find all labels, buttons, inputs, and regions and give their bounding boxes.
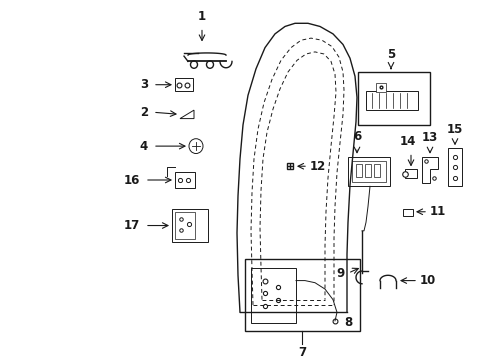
Text: 12: 12 <box>309 160 325 173</box>
Text: 11: 11 <box>429 205 446 218</box>
Polygon shape <box>421 157 437 183</box>
Text: 15: 15 <box>446 122 462 135</box>
FancyBboxPatch shape <box>250 268 295 323</box>
Text: 9: 9 <box>336 267 345 280</box>
FancyBboxPatch shape <box>175 171 195 189</box>
Text: 5: 5 <box>386 48 394 62</box>
Polygon shape <box>180 110 194 118</box>
Text: 10: 10 <box>419 274 435 287</box>
FancyBboxPatch shape <box>347 157 389 186</box>
FancyBboxPatch shape <box>175 78 193 91</box>
FancyBboxPatch shape <box>404 170 416 178</box>
FancyBboxPatch shape <box>373 164 379 177</box>
FancyBboxPatch shape <box>375 82 385 92</box>
Text: 1: 1 <box>198 10 205 23</box>
FancyBboxPatch shape <box>357 72 429 125</box>
FancyBboxPatch shape <box>175 212 195 239</box>
Text: 16: 16 <box>123 174 140 186</box>
FancyBboxPatch shape <box>172 208 207 243</box>
FancyBboxPatch shape <box>244 260 359 332</box>
Text: 13: 13 <box>421 131 437 144</box>
FancyBboxPatch shape <box>351 161 385 182</box>
FancyBboxPatch shape <box>447 148 461 186</box>
FancyBboxPatch shape <box>365 91 417 110</box>
Text: 6: 6 <box>352 130 360 143</box>
Text: 3: 3 <box>140 78 148 91</box>
Text: 17: 17 <box>123 219 140 232</box>
Text: 4: 4 <box>140 140 148 153</box>
Text: 8: 8 <box>343 316 351 329</box>
FancyBboxPatch shape <box>364 164 370 177</box>
FancyBboxPatch shape <box>402 208 412 216</box>
Text: 14: 14 <box>399 135 415 148</box>
Text: 7: 7 <box>297 346 305 359</box>
Text: 2: 2 <box>140 106 148 119</box>
FancyBboxPatch shape <box>355 164 361 177</box>
